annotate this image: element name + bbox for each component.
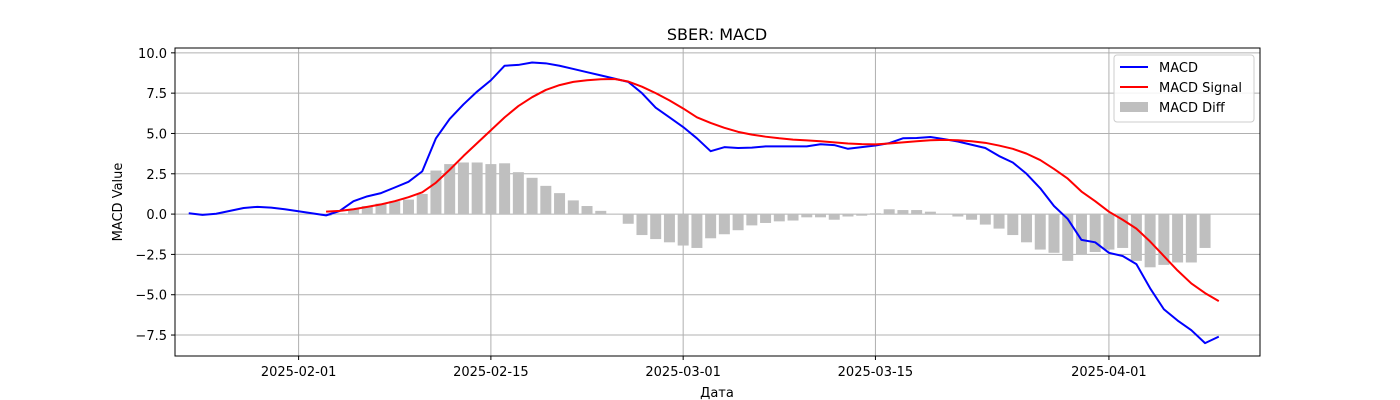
macd-diff-bar — [787, 214, 799, 221]
legend-macd-label: MACD — [1159, 61, 1198, 76]
macd-diff-bar — [512, 172, 524, 215]
macd-diff-bar — [746, 214, 758, 226]
macd-diff-bar — [402, 199, 414, 215]
macd-diff-bar — [1034, 214, 1046, 250]
y-tick-label: 7.5 — [146, 87, 167, 102]
macd-diff-bar — [1199, 214, 1211, 248]
macd-diff-bar — [595, 210, 607, 215]
macd-diff-bar — [485, 164, 497, 215]
y-tick-label: 0.0 — [146, 208, 167, 223]
macd-diff-bar — [677, 214, 689, 246]
macd-diff-bar — [1130, 214, 1142, 261]
macd-diff-bar — [1021, 214, 1033, 243]
macd-diff-bar — [1089, 214, 1101, 252]
macd-diff-bar — [389, 201, 401, 215]
macd-diff-bar — [1048, 214, 1060, 253]
macd-diff-bar — [430, 170, 442, 215]
legend-box — [1113, 54, 1255, 123]
macd-diff-bar — [567, 200, 579, 215]
macd-diff-bar — [883, 209, 895, 215]
macd-diff-bar — [911, 210, 923, 215]
macd-diff-bar — [801, 214, 813, 218]
legend-macd-signal-label: MACD Signal — [1159, 81, 1242, 96]
macd-line — [188, 61, 1220, 345]
macd-diff-bar — [993, 214, 1005, 229]
macd-diff-bar — [581, 206, 593, 215]
macd-diff-bar — [1103, 214, 1115, 250]
macd-diff-bar — [1172, 214, 1184, 263]
macd-diff-bar — [636, 214, 648, 236]
y-tick-label: 2.5 — [146, 168, 167, 183]
macd-diff-bar — [691, 214, 703, 248]
macd-diff-bar — [650, 214, 662, 240]
macd-diff-bar — [361, 206, 373, 215]
y-axis-title: MACD Value — [111, 163, 126, 242]
macd-diff-bar — [856, 214, 868, 216]
y-tick-label: −5.0 — [135, 289, 167, 304]
macd-diff-bar — [1062, 214, 1074, 261]
x-tick-label: 2025-02-01 — [261, 365, 337, 380]
series-lines — [188, 61, 1220, 345]
macd-diff-bar — [966, 214, 978, 220]
macd-diff-bar — [663, 214, 675, 243]
macd-diff-bar — [334, 213, 346, 215]
legend-macd-diff-swatch — [1120, 102, 1148, 112]
macd-diff-bar — [526, 177, 538, 215]
macd-diff-bar — [828, 214, 840, 220]
macd-diff-bar — [924, 211, 936, 215]
plot-area — [175, 48, 1260, 356]
legend-macd-diff-label: MACD Diff — [1159, 101, 1226, 116]
macd-diff-bar — [622, 214, 634, 224]
x-tick-label: 2025-04-01 — [1071, 365, 1147, 380]
y-axis: 10.0 7.5 5.0 2.5 0.0 −2.5 −5.0 −7.5 — [135, 47, 175, 344]
macd-diff-bar — [952, 214, 964, 217]
macd-diff-bar — [1075, 214, 1087, 255]
macd-diff-bar — [897, 210, 909, 215]
macd-diff-bar — [869, 213, 881, 215]
y-tick-label: 5.0 — [146, 127, 167, 142]
macd-diff-bar — [1185, 214, 1197, 263]
x-tick-label: 2025-02-15 — [453, 365, 529, 380]
macd-diff-bar — [979, 214, 991, 225]
y-tick-label: −2.5 — [135, 248, 167, 263]
macd-diff-bar — [499, 163, 511, 215]
macd-diff-bar — [457, 162, 469, 215]
macd-diff-bar — [554, 193, 566, 215]
plot-frame — [174, 47, 1261, 357]
grid — [175, 48, 1260, 356]
macd-diff-bar — [1117, 214, 1129, 248]
macd-diff-bar — [760, 214, 772, 223]
macd-diff-bar — [705, 214, 717, 239]
macd-diff-bar — [471, 162, 483, 215]
macd-diff-bar — [718, 214, 730, 235]
macd-diff-bar — [1158, 214, 1170, 265]
chart-title: SBER: MACD — [667, 25, 767, 44]
macd-diff-bar — [1007, 214, 1019, 236]
legend: MACD MACD Signal MACD Diff — [1113, 54, 1255, 123]
macd-diff-bar — [375, 203, 387, 215]
macd-diff-bar — [842, 214, 854, 217]
x-axis-title: Дата — [700, 386, 734, 400]
macd-diff-bar — [348, 209, 360, 215]
macd-diff-bar — [540, 185, 552, 215]
x-tick-label: 2025-03-01 — [645, 365, 721, 380]
y-tick-label: −7.5 — [135, 329, 167, 344]
macd-diff-bar — [444, 164, 456, 215]
x-axis: 2025-02-01 2025-02-15 2025-03-01 2025-03-15… — [261, 356, 1147, 380]
macd-diff-bar — [416, 193, 428, 215]
y-tick-label: 10.0 — [138, 47, 167, 62]
macd-diff-bar — [773, 214, 785, 222]
macd-diff-bar — [732, 214, 744, 231]
macd-signal-line — [326, 77, 1220, 303]
macd-diff-bar — [815, 214, 826, 218]
x-tick-label: 2025-03-15 — [838, 365, 914, 380]
